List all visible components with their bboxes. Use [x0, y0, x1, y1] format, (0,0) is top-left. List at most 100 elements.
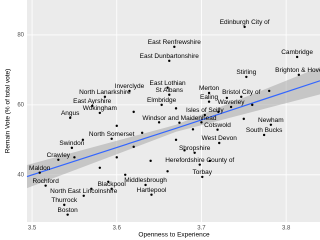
point [110, 187, 113, 190]
point [115, 156, 118, 159]
point-label: Rochford [32, 178, 59, 185]
point [149, 159, 152, 163]
point-label: South Bucks [246, 127, 283, 134]
y-tick-label: 60 [17, 102, 24, 108]
point [267, 89, 271, 93]
point-label: Angus [61, 110, 80, 117]
point-label: East Dunbartonshire [140, 53, 200, 60]
confidence-band [27, 67, 320, 189]
point-label: Waverley [218, 99, 246, 106]
point [242, 117, 245, 121]
point [178, 121, 181, 124]
point [132, 110, 135, 114]
point [240, 95, 243, 99]
point [191, 128, 195, 131]
point [295, 55, 299, 59]
x-axis-title: Openness to Experience [138, 232, 210, 239]
point-label: East Ayrshire [73, 98, 112, 105]
point [90, 187, 93, 190]
point [38, 171, 41, 174]
point [201, 175, 204, 179]
point [124, 173, 127, 177]
y-tick-label: 40 [17, 172, 24, 178]
point [140, 131, 144, 135]
point [168, 59, 171, 63]
point [103, 95, 107, 99]
point [193, 151, 196, 154]
point [229, 105, 233, 109]
point [225, 96, 229, 100]
point [173, 45, 176, 49]
point-label: Crawley [47, 152, 71, 159]
point-label: Isles of Scilly [186, 107, 224, 114]
point-label: North Somerset [89, 131, 135, 138]
point [251, 103, 254, 107]
point [81, 138, 85, 142]
point-label: North East Lincolnshire [50, 188, 118, 195]
point [243, 25, 246, 29]
point [269, 123, 273, 127]
point-label: Thurrock [51, 197, 77, 204]
point-label: Inverclyde [115, 83, 145, 90]
point-label: Torbay [193, 169, 213, 176]
point-label: St Albans [156, 87, 184, 94]
point-label: Cotswold [204, 122, 231, 129]
point [218, 141, 221, 145]
point [144, 183, 147, 187]
point [66, 213, 69, 216]
point [110, 137, 113, 140]
point-label: Newham [258, 117, 284, 124]
point-label: Swindon [59, 140, 84, 147]
point-label: Elmbridge [147, 97, 177, 104]
point [203, 113, 207, 117]
point [82, 194, 85, 197]
point [216, 128, 219, 131]
point [132, 145, 135, 149]
point [200, 121, 203, 124]
point [262, 133, 266, 137]
point [166, 86, 169, 89]
point-label: Wokingham [83, 105, 117, 112]
point-label: Edinburgh City of [220, 19, 270, 26]
trend-line [26, 80, 320, 178]
point [73, 156, 76, 159]
point-label: Ealing [200, 94, 218, 101]
point-label: Cambridge [281, 49, 313, 56]
point [217, 110, 220, 114]
point [174, 107, 178, 110]
point [297, 73, 301, 77]
x-tick-label: 3.5 [28, 226, 37, 232]
point-label: East Lothian [150, 80, 187, 87]
point [63, 203, 66, 207]
x-tick-label: 3.8 [282, 226, 291, 232]
point [198, 163, 201, 166]
point [91, 104, 94, 108]
point-label: Shropshire [179, 145, 211, 152]
point [168, 93, 171, 96]
point [44, 184, 47, 187]
point-label: Merton [199, 85, 220, 92]
point-label: Windsor and Maidenhead [142, 115, 216, 122]
point [57, 158, 60, 161]
point-label: Stirling [236, 69, 256, 76]
point [174, 138, 178, 142]
point-label: Hartlepool [137, 187, 167, 194]
y-tick-label: 80 [17, 33, 24, 39]
point [245, 75, 248, 79]
point-label: Bristol City of [222, 89, 260, 96]
point-label: Blackpool [98, 181, 127, 188]
point-label: East Renfrewshire [148, 39, 201, 46]
point [150, 193, 153, 196]
point-label: Boston [58, 207, 79, 214]
point [70, 146, 74, 150]
point [207, 91, 211, 95]
point [107, 180, 110, 183]
point [98, 111, 102, 115]
point [68, 116, 72, 120]
plot-panel [27, 0, 320, 222]
point [160, 103, 163, 107]
point-label: Brighton & Hove [275, 67, 320, 74]
point-label: North Lanarkshire [79, 89, 131, 96]
point [98, 166, 102, 170]
